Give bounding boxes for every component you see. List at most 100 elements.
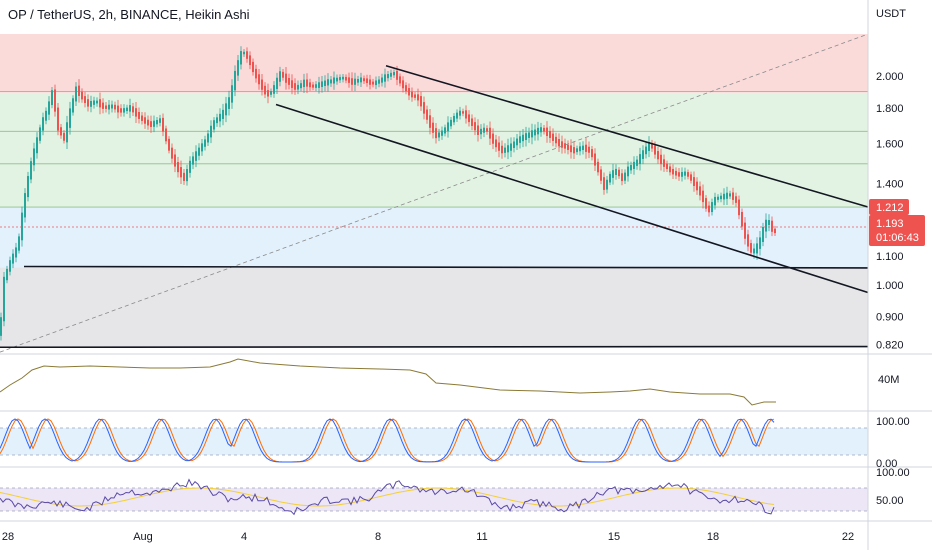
candle-body: [717, 196, 719, 200]
candle-body: [693, 177, 695, 186]
candle-body: [567, 144, 569, 150]
candle-body: [570, 145, 572, 153]
time-tick-label: 18: [707, 531, 719, 543]
stochastic-pane[interactable]: [0, 418, 868, 463]
time-tick-label: 28: [2, 531, 14, 543]
candle-body: [246, 51, 248, 59]
zone-gray: [0, 267, 868, 347]
volume-tick: 40M: [878, 374, 899, 386]
candle-body: [30, 161, 32, 180]
candle-body: [135, 108, 137, 117]
candle-body: [459, 110, 461, 116]
candle-body: [618, 169, 620, 177]
candle-body: [186, 169, 188, 182]
candle-body: [486, 128, 488, 132]
candle-body: [402, 80, 404, 89]
price-tick-label: 2.000: [876, 71, 904, 83]
candle-body: [732, 192, 734, 200]
candle-body: [585, 144, 587, 152]
price-tick-label: 1.600: [876, 138, 904, 150]
current-price-badge: [869, 215, 925, 246]
candle-body: [696, 181, 698, 191]
candle-body: [477, 125, 479, 135]
candle-body: [12, 253, 14, 264]
candle-body: [657, 151, 659, 160]
candle-body: [417, 94, 419, 101]
price-tick-label: 0.900: [876, 312, 904, 324]
time-axis[interactable]: 28 Aug 4 8 11 15 18 22: [2, 531, 854, 543]
candle-body: [651, 143, 653, 149]
price-tick-label: 1.100: [876, 251, 904, 263]
candle-body: [576, 148, 578, 153]
candle-body: [234, 70, 236, 91]
candle-body: [318, 82, 320, 88]
candle-body: [42, 117, 44, 131]
candle-body: [684, 171, 686, 176]
candle-body: [528, 132, 530, 138]
candle-body: [546, 127, 548, 136]
candle-body: [729, 193, 731, 197]
candle-body: [126, 107, 128, 112]
candle-body: [162, 117, 164, 132]
rsi-pane[interactable]: [0, 478, 868, 516]
candle-body: [699, 186, 701, 196]
candle-body: [774, 228, 776, 234]
candle-body: [549, 131, 551, 138]
candle-body: [213, 120, 215, 130]
candle-body: [492, 133, 494, 144]
candle-body: [630, 165, 632, 171]
support-line: [23, 265, 869, 269]
candle-body: [681, 172, 683, 177]
candle-body: [0, 317, 2, 336]
candle-body: [39, 127, 41, 141]
candle-body: [747, 234, 749, 247]
support-line: [0, 345, 869, 349]
candle-body: [678, 172, 680, 177]
candle-body: [210, 125, 212, 138]
candle-body: [324, 80, 326, 87]
stoch-tick-100: 100.00: [876, 416, 910, 428]
volume-pane[interactable]: [0, 358, 776, 406]
candle-body: [231, 85, 233, 103]
candle-body: [303, 79, 305, 88]
candle-body: [669, 166, 671, 173]
last-price-badge: [869, 199, 909, 215]
candle-body: [156, 120, 158, 125]
zone-blue: [0, 207, 868, 268]
candle-body: [516, 138, 518, 146]
candle-body: [114, 104, 116, 110]
candle-body: [78, 85, 80, 96]
candle-body: [531, 130, 533, 138]
candle-body: [111, 104, 113, 109]
candle-body: [687, 172, 689, 177]
candle-body: [195, 151, 197, 161]
candle-body: [189, 160, 191, 173]
candle-body: [228, 97, 230, 109]
candle-body: [744, 222, 746, 239]
candle-body: [429, 115, 431, 128]
candle-body: [141, 115, 143, 121]
candle-body: [441, 130, 443, 136]
price-tick-label: 1.400: [876, 179, 904, 191]
candle-body: [582, 145, 584, 150]
candle-body: [207, 133, 209, 143]
current-price-label: 1.193: [876, 218, 904, 230]
candle-body: [99, 99, 101, 108]
candle-body: [18, 236, 20, 251]
candle-body: [561, 141, 563, 148]
candle-body: [297, 84, 299, 90]
candle-body: [768, 220, 770, 226]
candle-body: [144, 117, 146, 124]
candle-body: [552, 133, 554, 141]
price-pane[interactable]: [0, 33, 869, 353]
candle-body: [129, 105, 131, 112]
candle-body: [414, 94, 416, 98]
time-tick-label: 22: [842, 531, 854, 543]
candle-body: [36, 137, 38, 154]
price-axis[interactable]: 2.000 1.800 1.600 1.400 1.100 1.000 0.900 0.820: [876, 71, 904, 352]
candle-body: [600, 169, 602, 181]
candle-body: [216, 117, 218, 124]
candle-body: [84, 96, 86, 104]
last-price-label: 1.212: [876, 202, 904, 214]
